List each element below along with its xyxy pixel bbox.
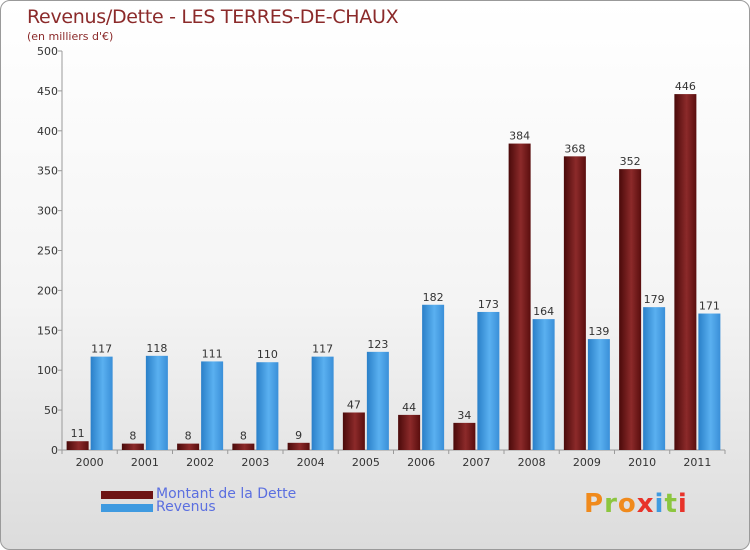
data-label-dette: 8 (185, 430, 192, 443)
bar-dette (619, 169, 642, 450)
legend-swatch-dette (101, 491, 153, 499)
x-tick-label: 2001 (131, 456, 159, 469)
bar-revenus (311, 356, 334, 450)
chart-title: Revenus/Dette - LES TERRES-DE-CHAUX (27, 6, 399, 28)
y-tick-label: 450 (37, 85, 58, 98)
logo-letter: r (604, 489, 618, 519)
data-label-dette: 8 (240, 430, 247, 443)
data-label-revenus: 111 (202, 347, 223, 360)
data-label-revenus: 139 (588, 325, 609, 338)
y-tick-label: 150 (37, 324, 58, 337)
bar-dette (287, 442, 310, 450)
data-label-revenus: 171 (699, 300, 720, 313)
y-tick-label: 500 (37, 45, 58, 58)
logo-letter: t (664, 489, 678, 519)
y-tick-label: 350 (37, 165, 58, 178)
logo-letter: P (584, 489, 605, 519)
y-tick-label: 50 (44, 404, 58, 417)
data-label-revenus: 110 (257, 348, 278, 361)
legend-swatch-revenus (101, 504, 153, 512)
data-label-dette: 352 (620, 155, 641, 168)
chart-subtitle: (en milliers d'€) (27, 30, 114, 43)
data-label-revenus: 179 (644, 293, 665, 306)
bar-revenus (643, 307, 666, 450)
data-label-revenus: 117 (91, 343, 112, 356)
x-tick-label: 2004 (297, 456, 325, 469)
bar-dette (398, 414, 421, 450)
y-tick-label: 300 (37, 205, 58, 218)
bar-revenus (422, 304, 445, 450)
y-tick-label: 100 (37, 364, 58, 377)
legend-label-revenus: Revenus (156, 499, 216, 515)
x-tick-label: 2005 (352, 456, 380, 469)
bar-dette (66, 441, 89, 450)
data-label-revenus: 182 (423, 291, 444, 304)
bar-dette (177, 443, 200, 450)
data-label-revenus: 123 (367, 338, 388, 351)
x-tick-label: 2002 (186, 456, 214, 469)
bar-dette (453, 422, 476, 450)
bar-revenus (256, 362, 279, 450)
bar-dette (674, 94, 697, 450)
proxiti-logo: Proxiti (584, 489, 688, 519)
x-tick-label: 2007 (462, 456, 490, 469)
data-label-revenus: 173 (478, 298, 499, 311)
x-tick-label: 2008 (518, 456, 546, 469)
data-label-revenus: 117 (312, 343, 333, 356)
x-tick-label: 2009 (573, 456, 601, 469)
bar-revenus (477, 311, 500, 450)
logo-letter: o (617, 489, 637, 519)
bar-dette (508, 143, 531, 450)
legend-label-dette: Montant de la Dette (156, 486, 297, 502)
x-tick-label: 2010 (628, 456, 656, 469)
x-tick-label: 2003 (241, 456, 269, 469)
logo-letter: i (677, 489, 688, 519)
data-label-dette: 9 (295, 429, 302, 442)
bar-dette (121, 443, 144, 450)
data-label-dette: 44 (402, 401, 416, 414)
x-tick-label: 2011 (683, 456, 711, 469)
logo-letter: i (654, 489, 665, 519)
x-tick-label: 2000 (76, 456, 104, 469)
bar-revenus (532, 319, 555, 450)
bar-revenus (90, 356, 113, 450)
data-label-dette: 446 (675, 80, 696, 93)
y-tick-label: 400 (37, 125, 58, 138)
data-label-dette: 47 (347, 398, 361, 411)
bar-revenus (145, 355, 168, 450)
data-label-dette: 368 (564, 142, 585, 155)
y-tick-label: 0 (51, 444, 58, 457)
bar-dette (563, 156, 586, 450)
data-label-dette: 11 (71, 427, 85, 440)
data-label-revenus: 164 (533, 305, 554, 318)
logo-letter: x (636, 489, 655, 519)
data-label-dette: 34 (457, 409, 471, 422)
data-label-revenus: 118 (146, 342, 167, 355)
y-tick-label: 250 (37, 245, 58, 258)
data-label-dette: 8 (129, 430, 136, 443)
x-tick-label: 2006 (407, 456, 435, 469)
data-label-dette: 384 (509, 130, 530, 143)
bar-revenus (698, 313, 721, 450)
bar-revenus (201, 361, 224, 450)
bar-dette (232, 443, 255, 450)
bar-revenus (587, 339, 610, 450)
bar-dette (342, 412, 365, 450)
y-tick-label: 200 (37, 284, 58, 297)
bar-revenus (366, 351, 389, 450)
